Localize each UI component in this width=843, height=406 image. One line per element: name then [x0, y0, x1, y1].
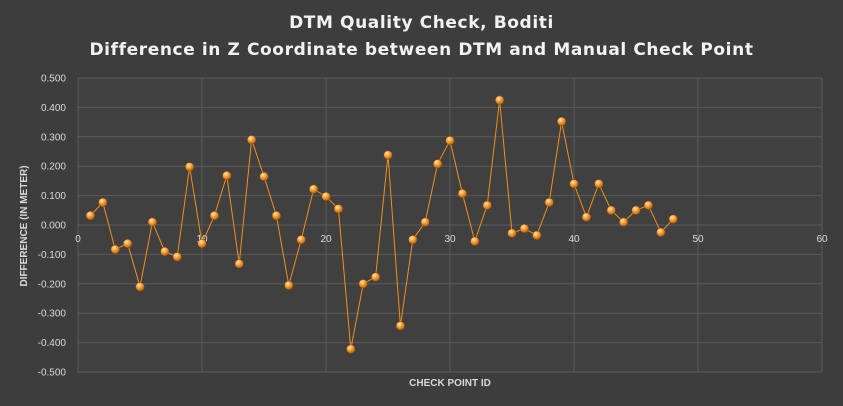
data-point [569, 179, 579, 189]
y-tick-label: -0.400 [38, 338, 67, 349]
y-tick-label: -0.200 [38, 279, 67, 290]
data-point [495, 95, 505, 105]
x-tick-label: 50 [692, 234, 704, 245]
data-point [408, 235, 418, 245]
y-tick-label: 0.500 [41, 74, 66, 85]
y-tick-labels: 0.500 0.400 0.300 0.200 0.100 0.000 -0.100 -0.2… [38, 74, 67, 379]
data-point [333, 204, 343, 214]
y-tick-label: 0.200 [41, 162, 66, 173]
data-point [557, 116, 567, 127]
data-point [383, 150, 393, 160]
data-point [656, 227, 666, 237]
data-point [135, 282, 145, 292]
x-tick-label: 20 [320, 234, 332, 245]
data-point [544, 197, 554, 207]
data-point [234, 259, 244, 269]
data-point [209, 211, 219, 221]
data-point [284, 280, 294, 290]
data-point [519, 223, 529, 234]
y-tick-label: 0.100 [41, 191, 66, 202]
y-tick-label: -0.300 [38, 309, 67, 320]
data-point [123, 238, 133, 249]
data-point [110, 244, 120, 254]
data-point [222, 171, 232, 181]
data-point [643, 200, 653, 210]
data-point [457, 188, 467, 199]
data-point [631, 205, 641, 215]
data-point [259, 171, 269, 182]
data-point [309, 184, 319, 194]
title-block: DTM Quality Check, Boditi Difference in … [0, 10, 843, 64]
data-point [482, 200, 492, 210]
data-point [296, 235, 306, 245]
data-point [433, 159, 443, 169]
data-point [594, 179, 604, 189]
data-point [668, 214, 678, 224]
data-point [619, 217, 629, 227]
y-tick-label: 0.000 [41, 221, 66, 232]
y-tick-label: -0.100 [38, 250, 67, 261]
data-point [606, 205, 616, 215]
data-point [147, 217, 157, 227]
data-point [346, 344, 356, 354]
data-point [85, 211, 95, 221]
data-point [358, 279, 368, 289]
y-tick-label: 0.400 [41, 103, 66, 114]
chart-subtitle: Difference in Z Coordinate between DTM a… [89, 40, 754, 60]
data-point [470, 236, 480, 246]
x-tick-label: 30 [444, 234, 456, 245]
data-point [197, 238, 207, 249]
data-point [445, 136, 455, 146]
data-point [98, 197, 108, 207]
data-point [321, 191, 331, 202]
data-point [271, 211, 281, 221]
y-tick-label: -0.500 [38, 368, 67, 379]
data-point [185, 162, 195, 172]
grid-lines [77, 77, 823, 373]
data-point [420, 217, 430, 227]
data-point [395, 321, 405, 331]
x-tick-label: 60 [816, 234, 828, 245]
x-tick-label: 40 [568, 234, 580, 245]
data-markers [85, 95, 678, 354]
data-point [371, 272, 381, 282]
x-tick-label: 0 [75, 234, 81, 245]
data-point [507, 228, 517, 238]
data-point [247, 135, 257, 145]
data-point [581, 212, 591, 222]
y-tick-label: 0.300 [41, 132, 66, 143]
series-line [90, 100, 674, 350]
data-point [172, 252, 182, 262]
y-axis-label: DIFFERENCE (IN METER) [19, 165, 30, 286]
chart-title: DTM Quality Check, Boditi [289, 13, 554, 33]
data-point [160, 246, 170, 257]
x-axis-label: CHECK POINT ID [409, 378, 491, 389]
data-point [532, 230, 542, 240]
